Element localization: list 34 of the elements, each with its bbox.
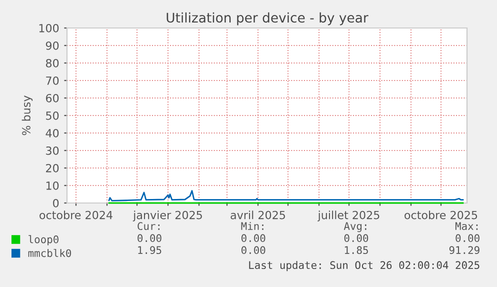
y-tick-label: 30 <box>46 146 59 155</box>
text: 91.29 <box>449 246 480 254</box>
text: 0.00 <box>344 234 368 242</box>
y-tick-label: 60 <box>46 94 59 102</box>
text: 0.00 <box>138 234 162 242</box>
legend-label: mmcblk0 <box>28 248 72 258</box>
x-tick-label: avril 2025 <box>230 210 285 220</box>
y-axis-title: % busy <box>22 96 33 136</box>
y-tick-label: 10 <box>46 181 59 190</box>
y-tick-label: 70 <box>46 76 59 85</box>
text: Cur: <box>138 222 160 230</box>
y-tick-label: 20 <box>46 164 59 172</box>
y-tick-label: 100 <box>39 24 59 32</box>
y-tick-label: 0 <box>53 198 59 208</box>
text: Avg: <box>344 222 366 232</box>
text: 0.00 <box>241 234 266 242</box>
text: 0.00 <box>241 246 266 254</box>
y-tick-label: 80 <box>46 58 59 68</box>
chart-title: Utilization per device - by year <box>166 12 368 26</box>
x-tick-label: octobre 2025 <box>404 210 478 220</box>
legend-label: loop0 <box>28 235 58 246</box>
text: Min: <box>241 222 264 230</box>
text: 0.00 <box>456 234 480 242</box>
y-tick-label: 50 <box>46 111 59 120</box>
text: 1.85 <box>344 246 368 254</box>
text: Last update: Sun Oct 26 02:00:04 2025 <box>249 260 480 272</box>
text: 1.95 <box>138 246 162 254</box>
x-tick-label: octobre 2024 <box>40 210 112 220</box>
x-tick-label: juillet 2025 <box>318 210 380 222</box>
y-tick-label: 90 <box>46 41 59 50</box>
text: Max: <box>455 222 478 230</box>
line-series <box>108 190 464 202</box>
x-tick-label: janvier 2025 <box>132 210 202 222</box>
y-tick-label: 40 <box>46 128 59 138</box>
